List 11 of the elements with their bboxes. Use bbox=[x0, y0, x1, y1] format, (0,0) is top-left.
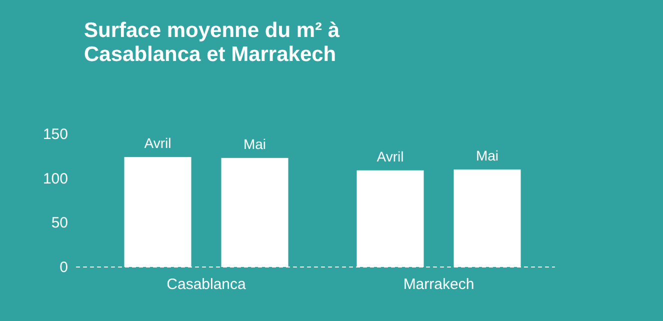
chart-title: Surface moyenne du m² à Casablanca et Marrakech bbox=[84, 19, 340, 66]
y-tick-label: 0 bbox=[60, 259, 68, 276]
text: Mai bbox=[476, 147, 499, 164]
y-tick-label: 100 bbox=[42, 170, 68, 188]
x-tick-label: Marrakech bbox=[403, 276, 474, 293]
series-label: Mai bbox=[243, 136, 266, 152]
text: Avril bbox=[376, 148, 404, 164]
y-tick-label: 150 bbox=[42, 126, 68, 143]
y-tick-label: 50 bbox=[51, 214, 68, 232]
series-label: Avril bbox=[144, 135, 172, 152]
x-tick-label: Casablanca bbox=[166, 276, 247, 293]
